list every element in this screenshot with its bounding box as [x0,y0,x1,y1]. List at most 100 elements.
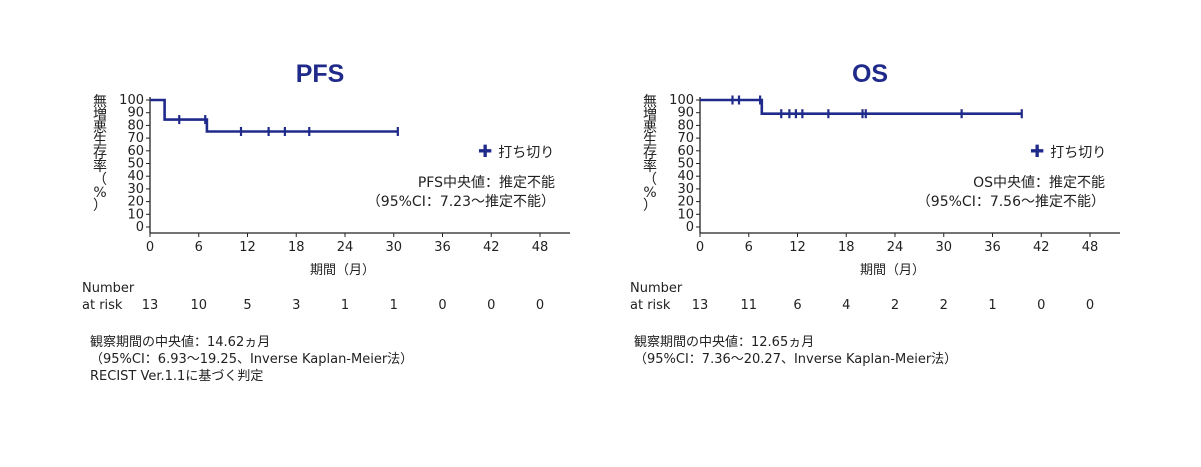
x-tick-label: 12 [789,240,806,255]
risk-value: 0 [535,298,545,313]
risk-value: 3 [292,298,301,313]
x-tick-label: 48 [1082,240,1099,255]
risk-value: 4 [842,298,851,313]
y-tick-label: 100 [119,93,144,108]
x-axis-label: 期間（月） [310,263,376,278]
y-tick-label: 100 [669,93,694,108]
y-tick-label: 30 [677,182,694,197]
y-tick-label: 80 [127,118,144,133]
y-tick-label: 10 [677,207,694,222]
risk-value: 1 [340,298,350,313]
risk-value: 11 [740,298,758,313]
median-line2: （95%CI：7.23～推定不能） [366,194,555,210]
y-axis-label-char: （ [643,172,657,188]
y-tick-label: 60 [127,144,144,159]
censor-marker-icon: ✚ [1030,142,1045,162]
y-axis-label-char: 無 [93,94,107,110]
risk-value: 13 [691,298,709,313]
x-tick-label: 24 [337,240,354,255]
x-tick-label: 18 [288,240,305,255]
y-axis-label-char: % [93,185,107,201]
survival-curve [700,98,1022,116]
note-line: （95%CI：7.36～20.27、Inverse Kaplan-Meier法） [634,352,958,367]
risk-value: 6 [793,298,802,313]
y-axis-label: 無 増 悪 生 存 率 （ % ） [642,94,658,214]
y-tick-label: 10 [127,207,144,222]
y-tick-label: 20 [127,195,144,210]
notes: 観察期間の中央値：12.65ヵ月 （95%CI：7.36～20.27、Inver… [634,334,957,368]
y-axis-label-char: 生 [643,133,657,149]
risk-value: 10 [190,298,208,313]
y-tick-label: 80 [677,118,694,133]
note-line: 観察期間の中央値：12.65ヵ月 [634,335,815,350]
y-tick-label: 40 [677,169,694,184]
risk-title-line2: at risk [82,298,123,313]
os-panel: OS 無 増 悪 生 存 率 （ % ） 0 10 20 30 40 50 60 70 80 90… [590,0,1150,467]
x-tick-label: 48 [532,240,549,255]
y-axis-label-char: 無 [643,94,657,110]
y-tick-label: 30 [127,182,144,197]
x-axis-label: 期間（月） [860,263,926,278]
y-axis-label-char: 悪 [643,120,657,136]
legend: ✚ 打ち切り [1030,142,1106,162]
x-tick-label: 30 [935,240,952,255]
y-axis-label-char: 率 [93,159,107,175]
risk-value: 1 [988,298,997,313]
censor-marker-icon: ✚ [478,142,493,162]
x-tick-label: 0 [696,240,704,255]
risk-value: 0 [1085,298,1095,313]
y-tick-label: 60 [677,144,694,159]
risk-value: 13 [141,298,159,313]
y-tick-label: 0 [136,220,144,235]
number-at-risk-title: Number at risk [630,280,682,314]
y-axis-label-char: 存 [93,146,107,162]
x-tick-label: 6 [195,240,203,255]
y-tick-label: 20 [677,195,694,210]
risk-value: 0 [487,298,496,313]
x-tick-label: 18 [838,240,855,255]
y-axis-label-char: 増 [643,107,657,123]
y-tick-label: 50 [127,157,144,172]
number-at-risk-title: Number at risk [82,280,134,314]
y-tick-label: 70 [677,131,694,146]
risk-title-line1: Number [630,281,683,296]
median-line1: PFS中央値：推定不能 [417,175,555,191]
y-axis-label-char: 生 [93,133,107,149]
chart-title: OS [851,60,889,88]
risk-value: 1 [389,298,398,313]
pfs-panel: PFS 無 増 悪 生 存 率 （ % ） 0 10 20 30 40 50 60 70 80 9… [40,0,600,467]
y-tick-label: 90 [677,106,694,121]
y-axis-label-char: 増 [93,107,107,123]
x-tick-label: 42 [483,240,500,255]
median-line1: OS中央値：推定不能 [973,175,1105,191]
risk-value: 5 [243,298,252,313]
x-tick-label: 0 [146,240,154,255]
risk-value: 2 [890,298,900,313]
survival-curve [150,98,398,133]
y-axis-label-char: % [643,185,657,201]
x-tick-label: 30 [385,240,402,255]
risk-value: 2 [939,298,948,313]
risk-title-line2: at risk [630,298,671,313]
note-line: （95%CI：6.93～19.25、Inverse Kaplan-Meier法） [90,352,414,367]
y-tick-label: 50 [677,157,694,172]
legend-label: 打ち切り [1050,145,1107,161]
x-tick-label: 24 [887,240,904,255]
y-axis-label-char: ） [643,198,657,214]
risk-value: 0 [1037,298,1046,313]
y-tick-label: 40 [127,169,144,184]
risk-value: 0 [438,298,447,313]
y-axis-label-char: 率 [643,159,657,175]
x-tick-label: 36 [984,240,1001,255]
y-axis-label-char: 悪 [93,120,107,136]
y-axis-label-char: 存 [643,146,657,162]
chart-title: PFS [295,60,345,88]
y-tick-label: 0 [686,220,694,235]
note-line: RECIST Ver.1.1に基づく判定 [90,369,264,384]
y-axis-label-char: ） [93,198,107,214]
legend-label: 打ち切り [498,145,555,161]
y-tick-label: 90 [127,106,144,121]
y-tick-label: 70 [127,131,144,146]
